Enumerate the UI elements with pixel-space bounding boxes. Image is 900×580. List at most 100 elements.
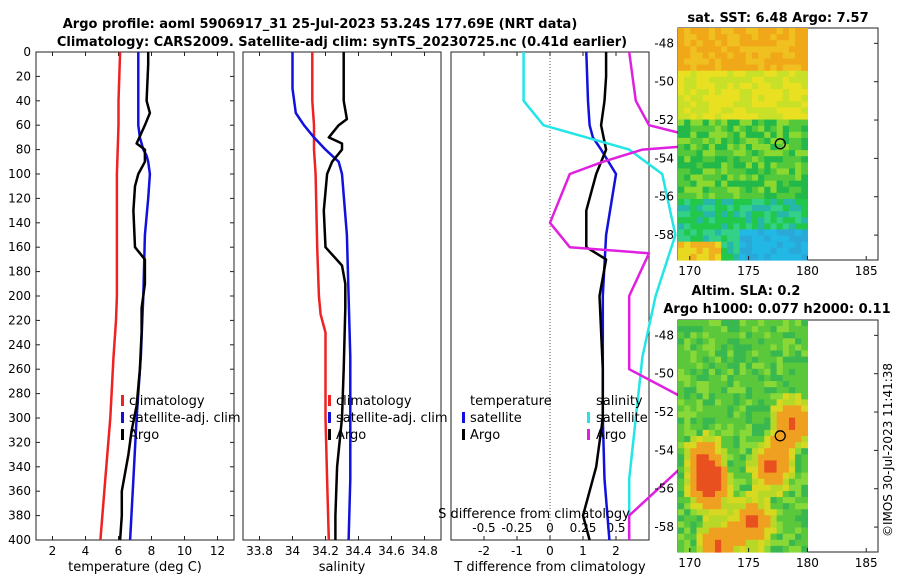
map-cell: [770, 527, 778, 535]
map-cell: [751, 70, 759, 78]
map-cell: [727, 137, 735, 145]
map-cell: [770, 174, 778, 182]
map-cell: [727, 362, 735, 370]
map-cell: [721, 533, 728, 541]
map-cell: [739, 362, 747, 370]
map-cell: [788, 521, 796, 529]
map-cell: [721, 101, 728, 108]
map-cell: [776, 338, 784, 346]
map-cell: [782, 46, 790, 54]
map-cell: [708, 180, 716, 188]
map-cell: [758, 137, 765, 145]
map-cell: [727, 356, 735, 364]
map-cell: [714, 484, 722, 492]
map-cell: [739, 393, 747, 400]
map-cell: [702, 356, 710, 364]
map-cell: [727, 46, 735, 54]
map-cell: [764, 144, 772, 151]
map-cell: [739, 229, 747, 237]
map-cell: [708, 70, 716, 78]
map-cell: [739, 490, 747, 498]
map-cell: [684, 241, 691, 249]
map-cell: [801, 89, 809, 96]
map-cell: [727, 472, 735, 480]
map-cell: [801, 466, 809, 474]
map-cell: [690, 186, 698, 194]
map-cell: [690, 131, 698, 139]
map-cell: [751, 211, 759, 218]
map-cell: [770, 466, 778, 474]
map-cell: [714, 223, 722, 231]
map-cell: [696, 174, 704, 182]
map-cell: [745, 131, 753, 139]
map-cell: [788, 52, 796, 60]
map-cell: [714, 211, 722, 218]
map-cell: [739, 70, 747, 78]
map-cell: [702, 82, 710, 90]
map-cell: [684, 156, 691, 163]
map-cell: [751, 82, 759, 90]
map-cell: [788, 387, 796, 394]
map-cell: [764, 417, 772, 425]
map-cell: [714, 156, 722, 163]
map-cell: [782, 338, 790, 346]
map-cell: [795, 326, 802, 333]
map-cell: [776, 399, 784, 407]
map-cell: [733, 70, 741, 78]
map-cell: [782, 484, 790, 492]
map-cell: [770, 539, 778, 547]
legend-label-sal-argo: Argo: [596, 428, 626, 443]
map-cell: [714, 95, 722, 102]
map-cell: [801, 423, 809, 431]
map-cell: [702, 168, 710, 176]
map-cell: [776, 223, 784, 231]
map-cell: [776, 362, 784, 370]
x-tick-label: 6: [115, 544, 123, 558]
map-cell: [751, 107, 759, 115]
map-cell: [770, 454, 778, 462]
map-cell: [721, 515, 728, 523]
map-cell: [801, 82, 809, 90]
map-cell: [721, 156, 728, 163]
map-cell: [764, 503, 772, 510]
map-cell: [684, 192, 691, 200]
map-cell: [764, 448, 772, 455]
map-x-tick-label: 180: [796, 264, 819, 278]
map-cell: [795, 198, 802, 206]
map-cell: [770, 362, 778, 370]
map-cell: [770, 399, 778, 407]
map-cell: [776, 131, 784, 139]
map-cell: [702, 460, 710, 468]
map-cell: [788, 539, 796, 547]
map-cell: [678, 387, 685, 394]
map-cell: [751, 156, 759, 163]
map-cell: [696, 454, 704, 462]
map-cell: [690, 332, 698, 339]
map-cell: [745, 417, 753, 425]
map-cell: [684, 28, 691, 35]
map-cell: [714, 423, 722, 431]
map-cell: [696, 58, 704, 66]
map-cell: [764, 95, 772, 102]
map-cell: [708, 436, 716, 443]
map-cell: [702, 40, 710, 47]
map-cell: [684, 113, 691, 121]
map-cell: [745, 350, 753, 358]
map-cell: [702, 113, 710, 121]
depth-tick-label: 180: [8, 265, 31, 279]
map-cell: [745, 411, 753, 419]
map-cell: [770, 442, 778, 449]
map-cell: [764, 320, 772, 327]
difference-x-ticks: -2 -1 0 1 2: [478, 52, 620, 558]
map-cell: [714, 387, 722, 394]
map-cell: [721, 235, 728, 243]
map-cell: [678, 344, 685, 352]
map-cell: [714, 490, 722, 498]
legend-label-temp-argo: Argo: [470, 428, 500, 443]
map-cell: [739, 253, 747, 261]
map-cell: [678, 521, 685, 529]
map-cell: [795, 223, 802, 231]
map-cell: [696, 466, 704, 474]
map-cell: [684, 40, 691, 47]
map-cell: [684, 368, 691, 376]
